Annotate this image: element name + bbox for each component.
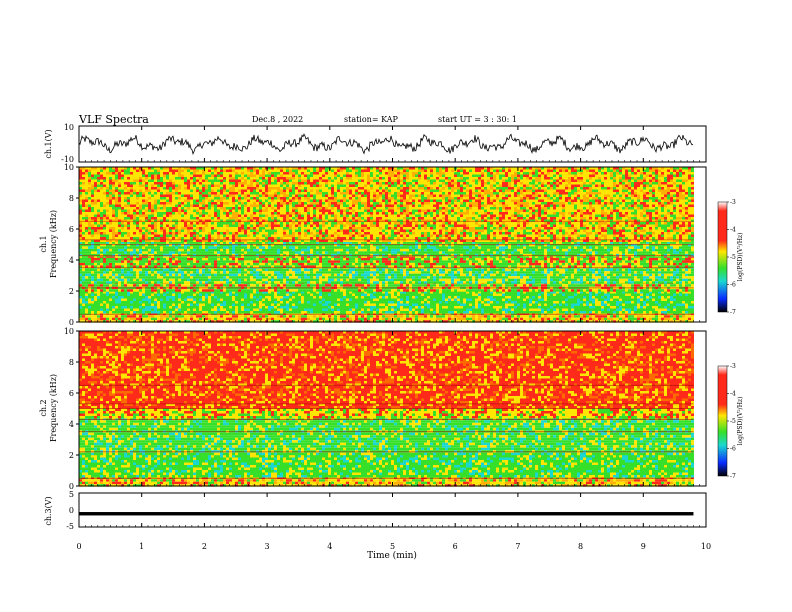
ch1-spectrogram-yticks: 0 2 4 6 8 10	[64, 163, 79, 327]
ch2-channel-label: ch.2	[39, 399, 48, 416]
colorbar-gradient	[718, 202, 727, 312]
ytick-label: 10	[64, 163, 74, 172]
xtick-label: 6	[453, 542, 458, 551]
time-axis-label: Time (min)	[367, 550, 417, 561]
colorbar-tick: -4	[730, 227, 736, 234]
ytick-label: 6	[69, 225, 74, 234]
ytick-label: 2	[69, 451, 74, 460]
colorbar-tick: -7	[730, 473, 736, 480]
xtick-label: 9	[641, 542, 646, 551]
ch3-waveform-band	[79, 512, 693, 515]
ytick-label: 0	[69, 318, 74, 327]
ch2-colorbar: -3 -4 -5 -6 -7 log(PSD)(V²/Hz)	[718, 363, 744, 480]
ch1-waveform-panel: 10 -10 ch.1(V)	[44, 123, 706, 164]
ch1-ytick-top: 10	[64, 123, 74, 132]
xtick-label: 0	[76, 542, 81, 551]
ytick-label: 8	[69, 194, 74, 203]
ch2-spectrogram-image	[79, 331, 706, 487]
xtick-label: 1	[139, 542, 144, 551]
ytick-label: 6	[69, 389, 74, 398]
ch1-spectrogram-panel: 0 2 4 6 8 10 ch.1 Frequency (kHz)	[39, 163, 706, 327]
xtick-label: 7	[515, 542, 520, 551]
xtick-label: 10	[701, 542, 711, 551]
xtick-label: 5	[390, 542, 395, 551]
ch1-ylabel: ch.1(V)	[44, 129, 53, 158]
start-time-label: start UT = 3 : 30: 1	[438, 115, 517, 124]
xtick-label: 4	[327, 542, 332, 551]
colorbar-label: log(PSD)(V²/Hz)	[737, 233, 744, 282]
colorbar-gradient	[718, 366, 727, 476]
ytick-label: 2	[69, 287, 74, 296]
ch3-ylabel: ch.3(V)	[44, 496, 53, 525]
colorbar-tick: -3	[730, 363, 736, 370]
vlf-figure: VLF Spectra Dec.8 , 2022 station= KAP st…	[0, 0, 792, 612]
ch3-waveform-panel: 5 0 -5 ch.3(V)	[44, 490, 706, 531]
ch1-waveform-line	[79, 134, 693, 154]
colorbar-tick: -7	[730, 309, 736, 316]
ch3-ytick-mid: 0	[69, 506, 74, 515]
xtick-label: 8	[578, 542, 583, 551]
colorbar-tick: -4	[730, 391, 736, 398]
xtick-label: 2	[202, 542, 207, 551]
colorbar-tick: -6	[730, 282, 736, 289]
station-label: station= KAP	[344, 115, 399, 124]
colorbar-label: log(PSD)(V²/Hz)	[737, 397, 744, 446]
colorbar-tick: -6	[730, 446, 736, 453]
ch2-frequency-label: Frequency (kHz)	[49, 374, 58, 442]
ytick-label: 8	[69, 358, 74, 367]
ch3-ytick-bottom: -5	[66, 522, 74, 531]
ytick-label: 10	[64, 327, 74, 336]
ch3-ytick-top: 5	[69, 490, 74, 499]
ch1-colorbar: -3 -4 -5 -6 -7 log(PSD)(V²/Hz)	[718, 199, 744, 316]
figure-title: VLF Spectra	[78, 113, 149, 126]
ch1-channel-label: ch.1	[39, 235, 48, 252]
ch1-spectrogram-image	[79, 167, 706, 323]
date-label: Dec.8 , 2022	[252, 115, 303, 124]
ytick-label: 4	[69, 256, 74, 265]
xtick-label: 3	[265, 542, 270, 551]
ch1-frequency-label: Frequency (kHz)	[49, 210, 58, 278]
colorbar-tick: -3	[730, 199, 736, 206]
colorbar-tick: -5	[730, 254, 736, 261]
ytick-label: 4	[69, 420, 74, 429]
colorbar-tick: -5	[730, 418, 736, 425]
